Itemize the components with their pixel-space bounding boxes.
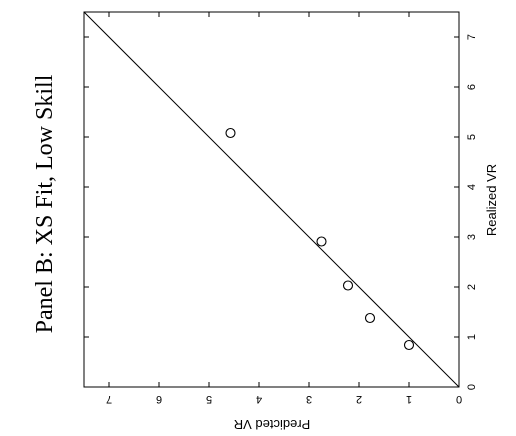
chart-title: Panel B: XS Fit, Low Skill	[32, 74, 58, 333]
x-tick-label: 5	[466, 134, 478, 140]
y-tick-label: 7	[106, 393, 112, 405]
y-tick-label: 1	[406, 393, 412, 405]
reference-line	[83, 11, 460, 388]
y-tick-label: 6	[156, 393, 162, 405]
chart-title-group: Panel B: XS Fit, Low Skill	[32, 74, 58, 333]
scatter-point	[403, 339, 415, 351]
scatter-point	[364, 312, 376, 324]
y-axis-title: Predicted VR	[234, 417, 311, 432]
plot-frame	[83, 11, 460, 388]
y-tick-label: 0	[456, 393, 462, 405]
x-tick-label: 4	[466, 184, 478, 190]
x-tick-label: 3	[466, 234, 478, 240]
x-tick-label: 2	[466, 284, 478, 290]
x-tick-label: 7	[466, 34, 478, 40]
scatter-point	[316, 236, 327, 247]
axis-ticks: 0 1 2 3 4 5 6 7 0 1 2 3 4 5 6 7	[84, 12, 478, 405]
x-tick-label: 0	[466, 384, 478, 390]
x-tick-label: 6	[466, 84, 478, 90]
scatter-point	[342, 280, 354, 291]
x-axis-title: Realized VR	[484, 164, 499, 236]
scatter-point	[225, 127, 236, 139]
y-tick-label: 4	[256, 393, 262, 405]
y-tick-label: 3	[306, 393, 312, 405]
x-tick-label: 1	[466, 334, 478, 340]
data-points	[225, 127, 415, 351]
y-tick-label: 2	[356, 393, 362, 405]
y-tick-label: 5	[206, 393, 212, 405]
